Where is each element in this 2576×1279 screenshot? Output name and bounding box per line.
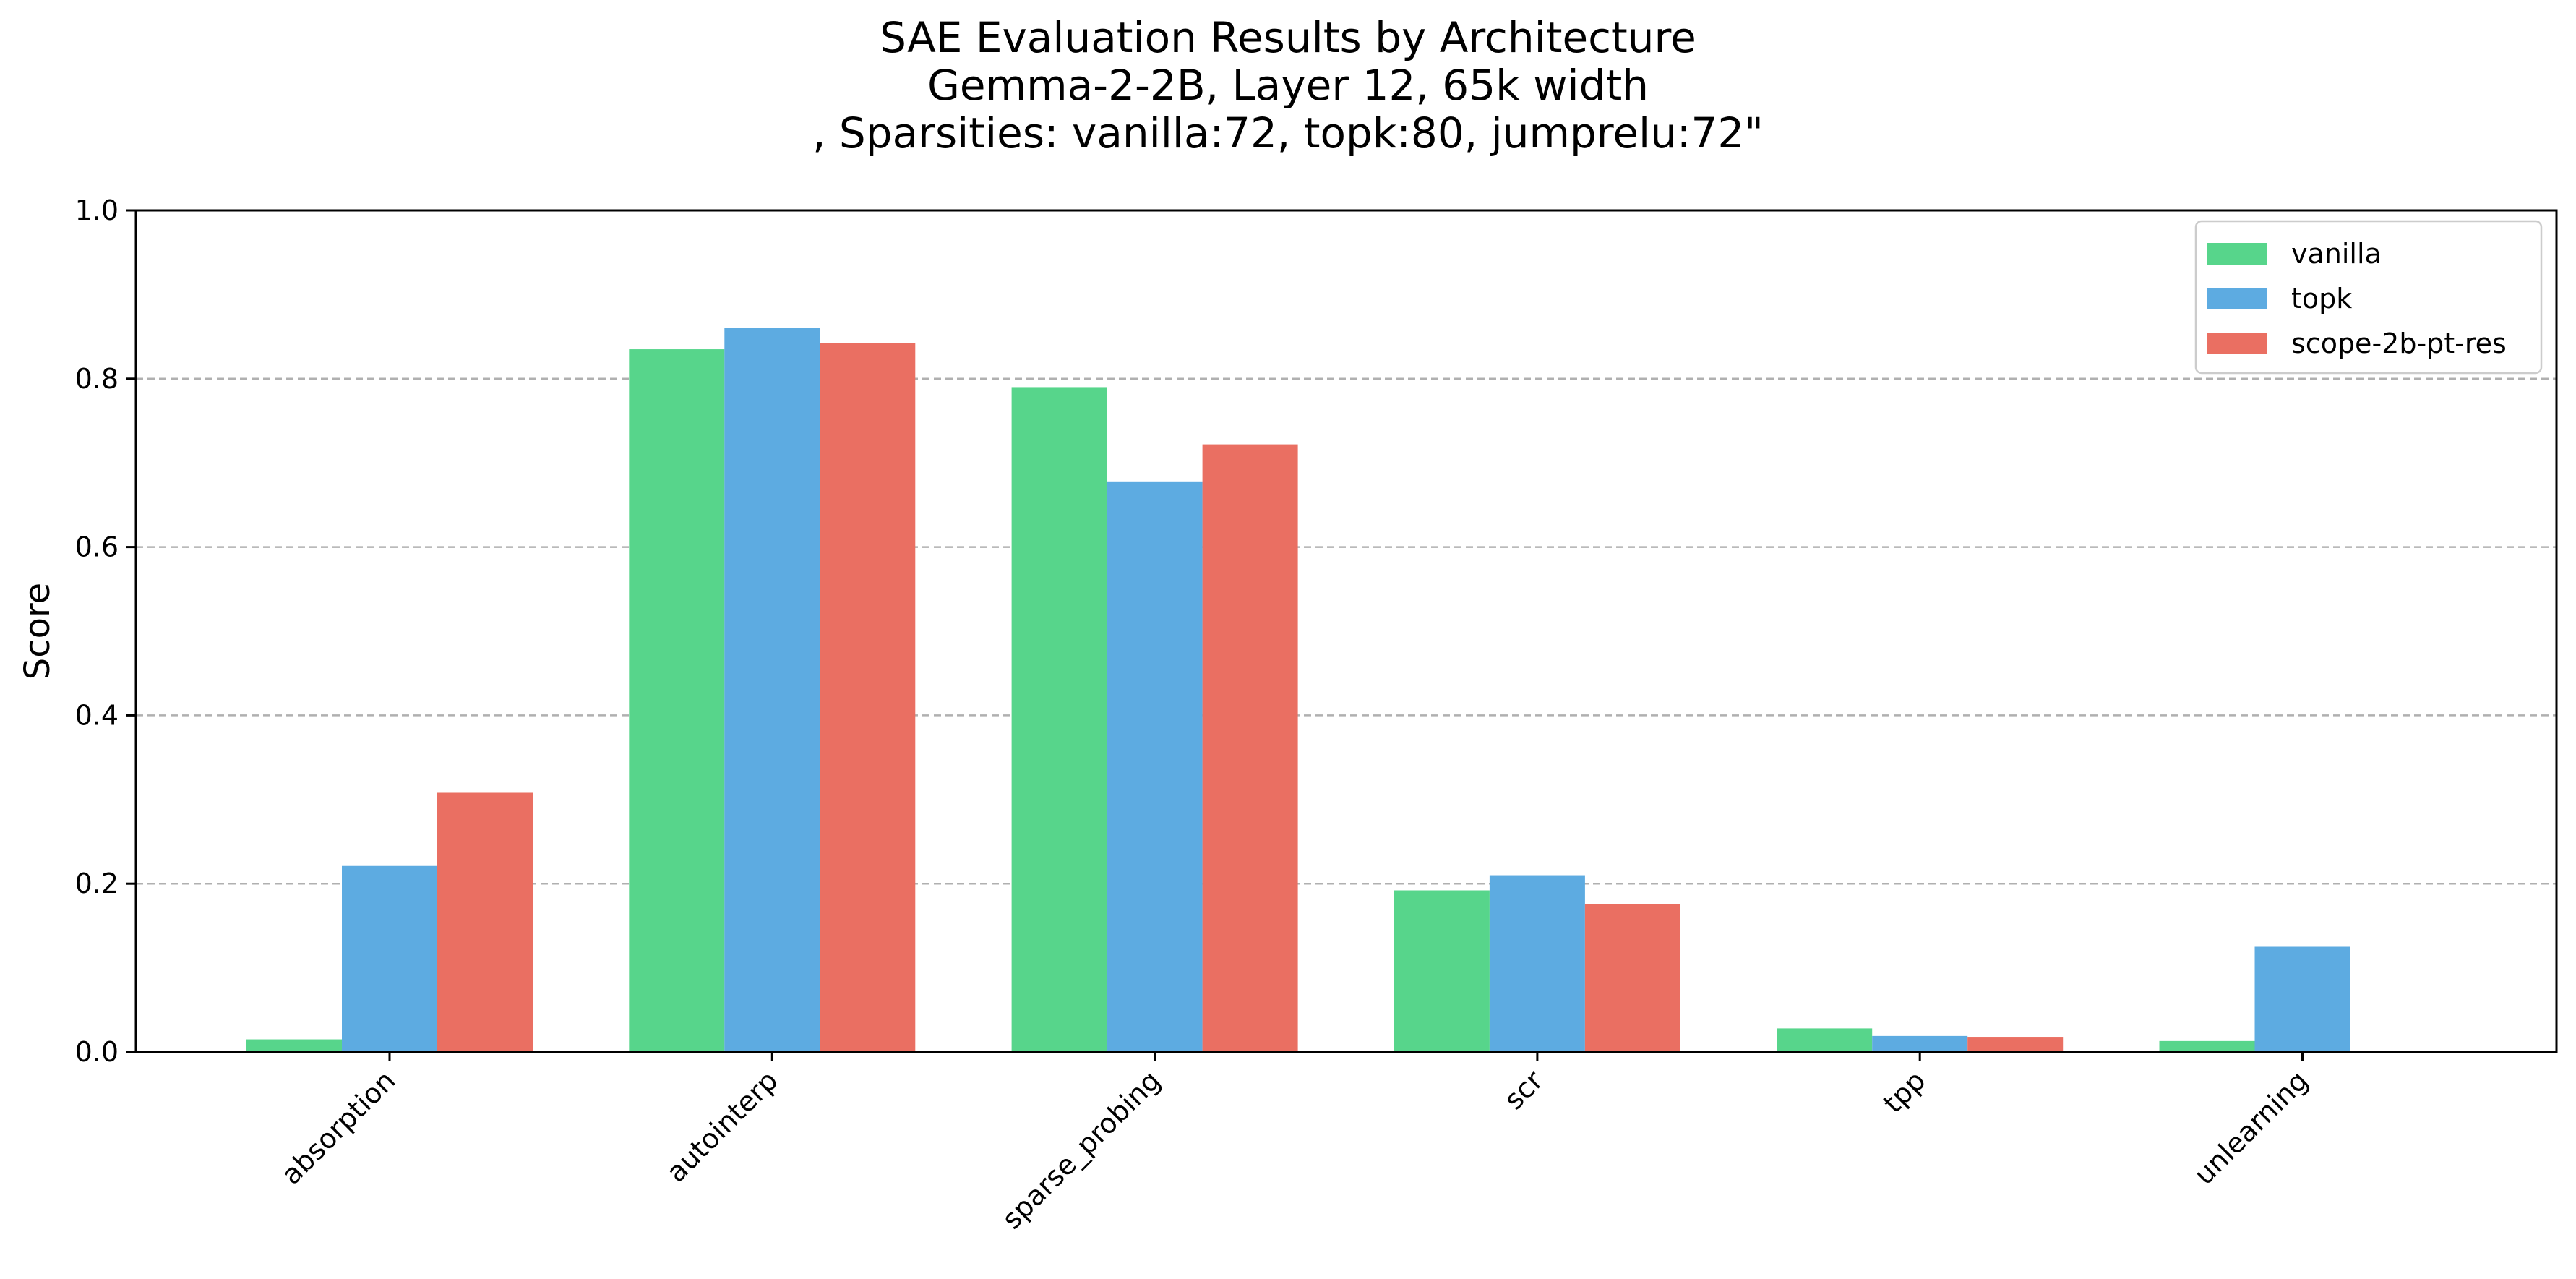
- legend-swatch-topk: [2207, 288, 2267, 309]
- bar-topk-unlearning: [2254, 946, 2350, 1052]
- chart-title-line-2: Gemma-2-2B, Layer 12, 65k width: [927, 61, 1649, 110]
- y-tick-label: 0.0: [75, 1036, 119, 1068]
- bar-scope-2b-pt-res-scr: [1584, 904, 1680, 1052]
- y-axis-ticks: 0.0 0.2 0.4 0.6 0.8 1.0: [75, 194, 136, 1068]
- plot-frame: [134, 209, 2558, 1053]
- bar-vanilla-sparse_probing: [1011, 387, 1107, 1052]
- y-tick-label: 0.6: [75, 531, 119, 563]
- x-tick-label: scr: [1498, 1064, 1549, 1116]
- legend-label-vanilla: vanilla: [2291, 238, 2382, 270]
- bar-topk-absorption: [342, 865, 437, 1052]
- x-tick-label: autointerp: [660, 1064, 783, 1188]
- legend-swatch-scope-2b-pt-res: [2207, 333, 2267, 354]
- bar-scope-2b-pt-res-autointerp: [820, 343, 916, 1052]
- bar-vanilla-absorption: [246, 1039, 342, 1052]
- legend: vanilla topk scope-2b-pt-res: [2194, 220, 2543, 375]
- bar-topk-scr: [1489, 875, 1585, 1052]
- bar-vanilla-unlearning: [2159, 1040, 2255, 1052]
- legend-swatch-vanilla: [2207, 243, 2267, 265]
- bar-scope-2b-pt-res-absorption: [437, 792, 533, 1052]
- bar-topk-autointerp: [724, 328, 820, 1053]
- x-tick-label: sparse_probing: [996, 1064, 1167, 1235]
- x-tick-label: unlearning: [2188, 1064, 2314, 1191]
- legend-label-topk: topk: [2291, 283, 2352, 315]
- bar-vanilla-autointerp: [629, 349, 725, 1052]
- y-tick-label: 0.8: [75, 363, 119, 395]
- legend-box: [2194, 220, 2543, 375]
- bar-topk-tpp: [1872, 1035, 1968, 1052]
- chart-title-line-3: , Sparsities: vanilla:72, topk:80, jumpr…: [812, 108, 1764, 158]
- y-tick-label: 0.4: [75, 699, 119, 731]
- y-axis-label: Score: [17, 583, 58, 680]
- bar-vanilla-scr: [1394, 890, 1490, 1052]
- gridlines: [136, 377, 2556, 885]
- x-tick-label: tpp: [1877, 1064, 1932, 1119]
- bar-scope-2b-pt-res-tpp: [1967, 1037, 2064, 1052]
- bar-scope-2b-pt-res-sparse_probing: [1202, 444, 1298, 1052]
- x-tick-label: absorption: [275, 1064, 402, 1191]
- bars: [246, 328, 2350, 1053]
- y-tick-label: 0.2: [75, 868, 119, 899]
- legend-label-scope-2b-pt-res: scope-2b-pt-res: [2291, 328, 2507, 359]
- y-tick-label: 1.0: [75, 194, 119, 226]
- bar-topk-sparse_probing: [1107, 481, 1203, 1052]
- chart-title-line-1: SAE Evaluation Results by Architecture: [880, 13, 1696, 62]
- x-axis-ticks: absorption autointerp sparse_probing scr tpp…: [275, 1052, 2314, 1235]
- bar-vanilla-tpp: [1777, 1028, 1873, 1052]
